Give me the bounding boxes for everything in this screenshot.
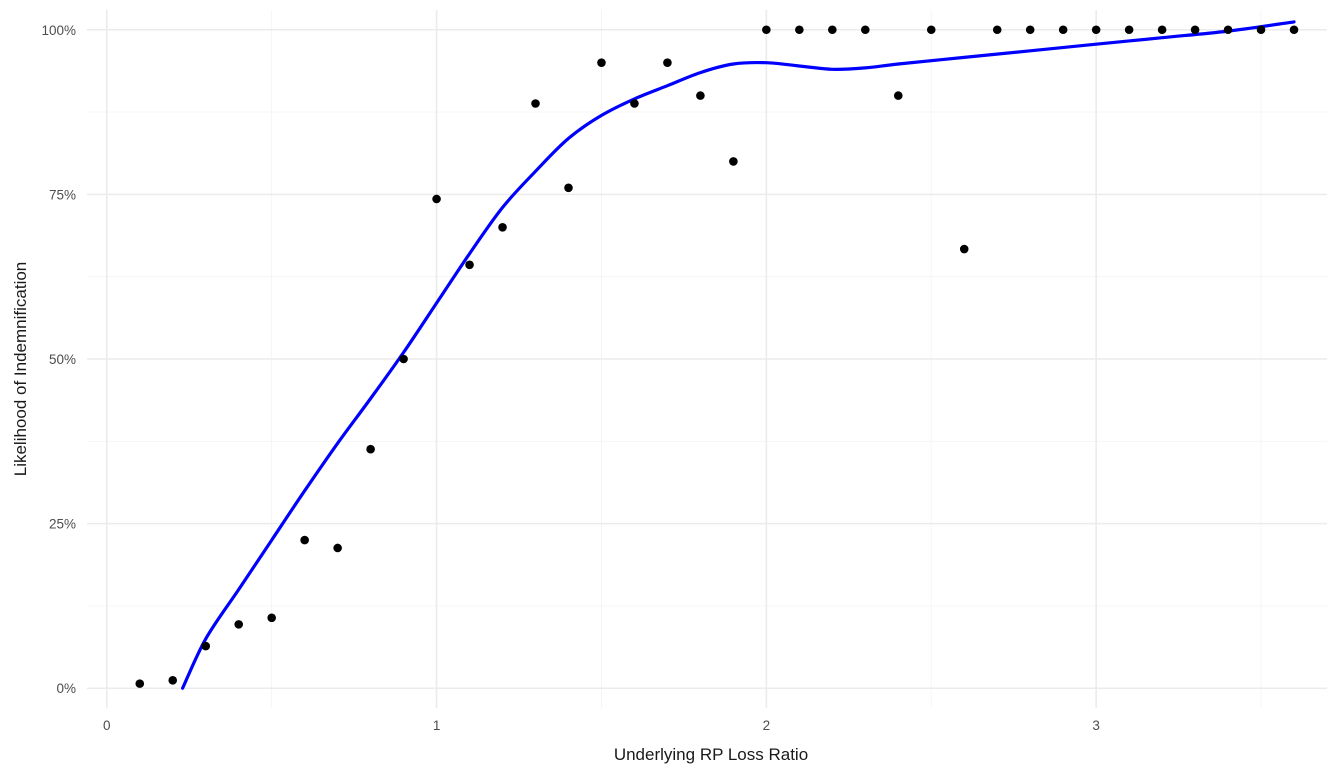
x-axis-title: Underlying RP Loss Ratio — [614, 745, 808, 764]
data-point — [1124, 25, 1134, 35]
data-point — [1223, 25, 1233, 35]
data-point — [860, 25, 870, 35]
x-tick-label: 1 — [433, 718, 441, 733]
data-point — [1058, 25, 1068, 35]
x-tick-label: 0 — [103, 718, 111, 733]
data-point — [135, 679, 145, 688]
y-tick-label: 25% — [49, 517, 76, 532]
data-point — [432, 194, 441, 204]
data-point — [795, 25, 804, 35]
data-point — [267, 613, 276, 623]
data-point — [1256, 25, 1266, 35]
grid — [87, 10, 1327, 708]
data-point — [168, 676, 178, 685]
data-point — [696, 91, 705, 100]
data-point — [663, 58, 672, 67]
x-axis-ticks: 0 1 2 3 — [103, 718, 1100, 733]
points-layer — [135, 25, 1299, 688]
data-point — [201, 641, 211, 651]
y-tick-label: 50% — [49, 352, 76, 367]
data-point — [729, 157, 738, 166]
data-point — [1190, 25, 1200, 35]
smooth-layer — [181, 20, 1296, 690]
data-point — [399, 354, 408, 364]
data-point — [1025, 25, 1035, 35]
data-point — [926, 25, 936, 35]
data-point — [1091, 25, 1101, 35]
data-point — [959, 244, 969, 254]
y-axis-ticks: 0% 25% 50% 75% 100% — [41, 23, 76, 696]
x-tick-label: 3 — [1092, 718, 1100, 733]
y-tick-label: 0% — [56, 681, 76, 696]
y-tick-label: 75% — [49, 187, 76, 202]
smooth-trend-line — [181, 20, 1296, 690]
data-point — [893, 91, 903, 100]
data-point — [333, 543, 342, 553]
data-point — [300, 535, 309, 545]
x-tick-label: 2 — [763, 718, 771, 733]
data-point — [1157, 25, 1167, 35]
data-point — [828, 25, 837, 35]
data-point — [366, 444, 375, 454]
data-point — [531, 99, 540, 108]
y-axis-title: Likelihood of Indemnification — [11, 262, 30, 477]
data-point — [498, 223, 507, 232]
data-point — [597, 58, 606, 67]
data-point — [465, 260, 474, 270]
data-point — [234, 620, 244, 629]
data-point — [762, 25, 771, 35]
data-point — [564, 183, 573, 193]
data-point — [630, 99, 639, 108]
data-point — [992, 25, 1002, 35]
data-point — [1289, 25, 1299, 35]
y-tick-label: 100% — [41, 23, 76, 38]
